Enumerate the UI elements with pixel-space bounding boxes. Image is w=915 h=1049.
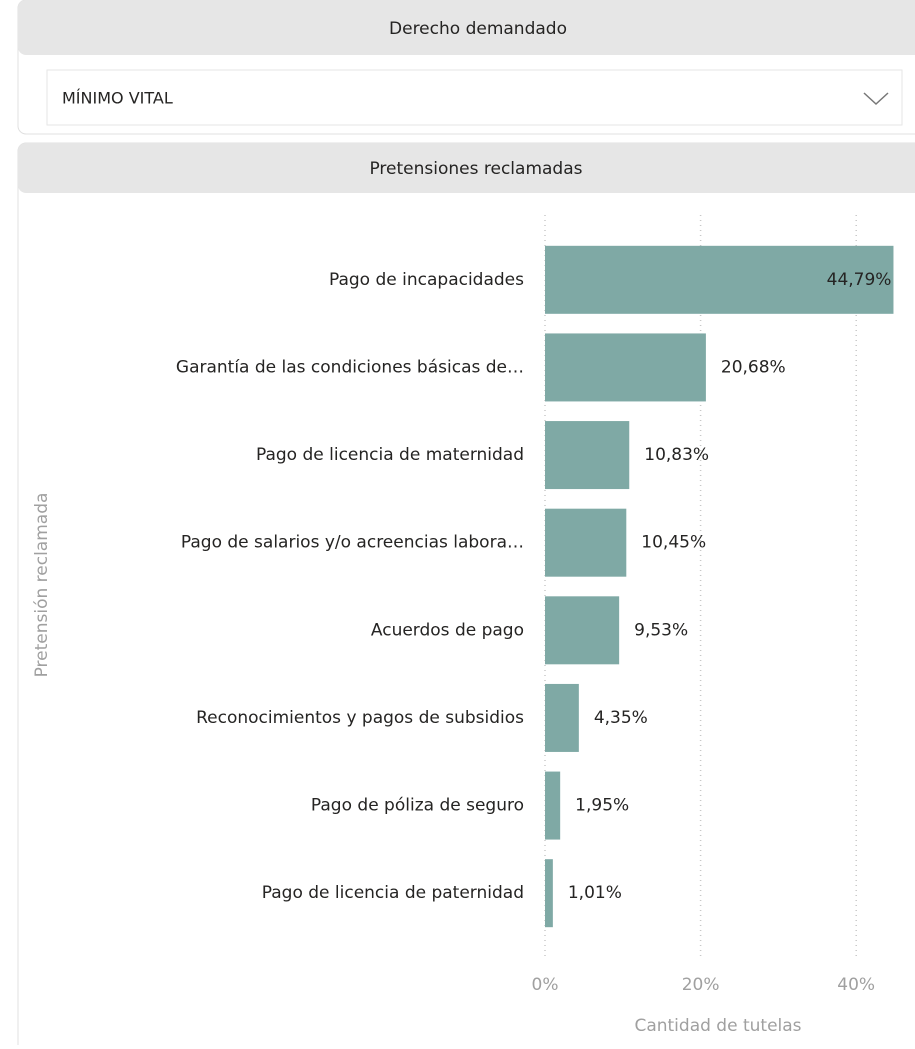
data-label: 4,35% (594, 708, 648, 728)
y-tick-label: Pago de póliza de seguro (311, 796, 524, 816)
y-tick-label: Acuerdos de pago (371, 620, 524, 640)
data-label: 20,68% (721, 357, 786, 377)
slicer-header (18, 0, 915, 55)
data-label: 9,53% (634, 620, 688, 640)
x-tick-label: 40% (837, 975, 875, 995)
data-label: 1,01% (568, 883, 622, 903)
bar (545, 421, 630, 490)
y-tick-label: Garantía de las condiciones básicas de… (176, 357, 524, 377)
bar (545, 508, 627, 577)
y-tick-label: Pago de licencia de maternidad (256, 445, 524, 465)
y-tick-label: Pago de licencia de paternidad (262, 883, 524, 903)
y-tick-label: Reconocimientos y pagos de subsidios (196, 708, 524, 728)
slicer-value[interactable]: MÍNIMO VITAL (62, 89, 173, 108)
x-tick-label: 20% (682, 975, 720, 995)
dropdown-chevron[interactable] (863, 92, 889, 106)
x-axis-title: Cantidad de tutelas (634, 1016, 801, 1036)
data-label: 10,45% (641, 533, 706, 553)
chart-header (18, 143, 915, 193)
data-label: 1,95% (575, 796, 629, 816)
y-tick-label: Pago de incapacidades (329, 270, 524, 290)
bar (545, 333, 706, 402)
bar (545, 596, 620, 665)
y-axis-title: Pretensión reclamada (32, 493, 52, 678)
bar (545, 859, 553, 928)
bar (545, 771, 561, 840)
chart-title: Pretensiones reclamadas (369, 159, 582, 179)
slicer-dropdown[interactable] (46, 69, 903, 126)
y-tick-label: Pago de salarios y/o acreencias labora… (181, 533, 524, 553)
slicer-title: Derecho demandado (389, 19, 567, 39)
bar (545, 683, 579, 752)
data-label: 44,79% (827, 270, 892, 290)
x-tick-label: 0% (532, 975, 559, 995)
data-label: 10,83% (644, 445, 709, 465)
bar (545, 245, 894, 314)
